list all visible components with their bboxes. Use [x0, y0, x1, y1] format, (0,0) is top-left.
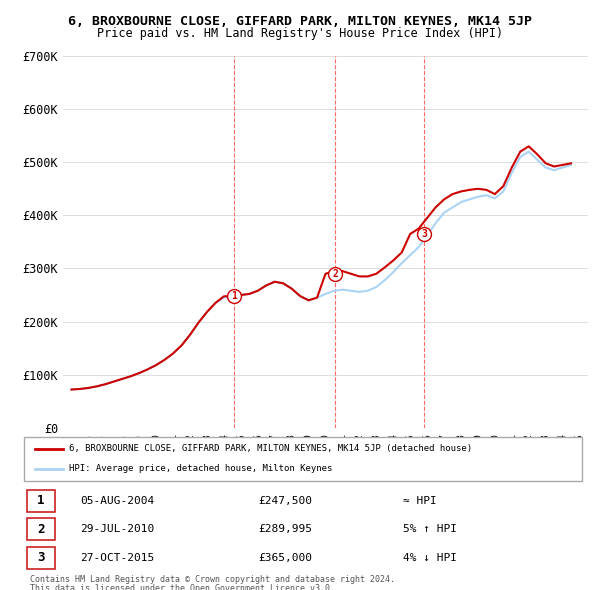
- Text: This data is licensed under the Open Government Licence v3.0.: This data is licensed under the Open Gov…: [30, 584, 335, 590]
- FancyBboxPatch shape: [27, 490, 55, 512]
- Text: £247,500: £247,500: [259, 496, 313, 506]
- Text: 5% ↑ HPI: 5% ↑ HPI: [403, 525, 457, 535]
- Text: Price paid vs. HM Land Registry's House Price Index (HPI): Price paid vs. HM Land Registry's House …: [97, 27, 503, 40]
- Text: 4% ↓ HPI: 4% ↓ HPI: [403, 553, 457, 563]
- FancyBboxPatch shape: [27, 519, 55, 540]
- FancyBboxPatch shape: [27, 547, 55, 569]
- Text: £289,995: £289,995: [259, 525, 313, 535]
- Text: 05-AUG-2004: 05-AUG-2004: [80, 496, 154, 506]
- Text: ≈ HPI: ≈ HPI: [403, 496, 437, 506]
- Text: 6, BROXBOURNE CLOSE, GIFFARD PARK, MILTON KEYNES, MK14 5JP (detached house): 6, BROXBOURNE CLOSE, GIFFARD PARK, MILTO…: [68, 444, 472, 453]
- Text: Contains HM Land Registry data © Crown copyright and database right 2024.: Contains HM Land Registry data © Crown c…: [30, 575, 395, 584]
- Text: 1: 1: [231, 291, 237, 301]
- Text: 29-JUL-2010: 29-JUL-2010: [80, 525, 154, 535]
- FancyBboxPatch shape: [24, 437, 582, 481]
- Text: 3: 3: [37, 551, 44, 564]
- Text: HPI: Average price, detached house, Milton Keynes: HPI: Average price, detached house, Milt…: [68, 464, 332, 473]
- Text: 2: 2: [37, 523, 44, 536]
- Text: 6, BROXBOURNE CLOSE, GIFFARD PARK, MILTON KEYNES, MK14 5JP: 6, BROXBOURNE CLOSE, GIFFARD PARK, MILTO…: [68, 15, 532, 28]
- Text: 1: 1: [37, 494, 44, 507]
- Text: 2: 2: [332, 269, 338, 278]
- Text: 3: 3: [421, 229, 427, 239]
- Text: 27-OCT-2015: 27-OCT-2015: [80, 553, 154, 563]
- Text: £365,000: £365,000: [259, 553, 313, 563]
